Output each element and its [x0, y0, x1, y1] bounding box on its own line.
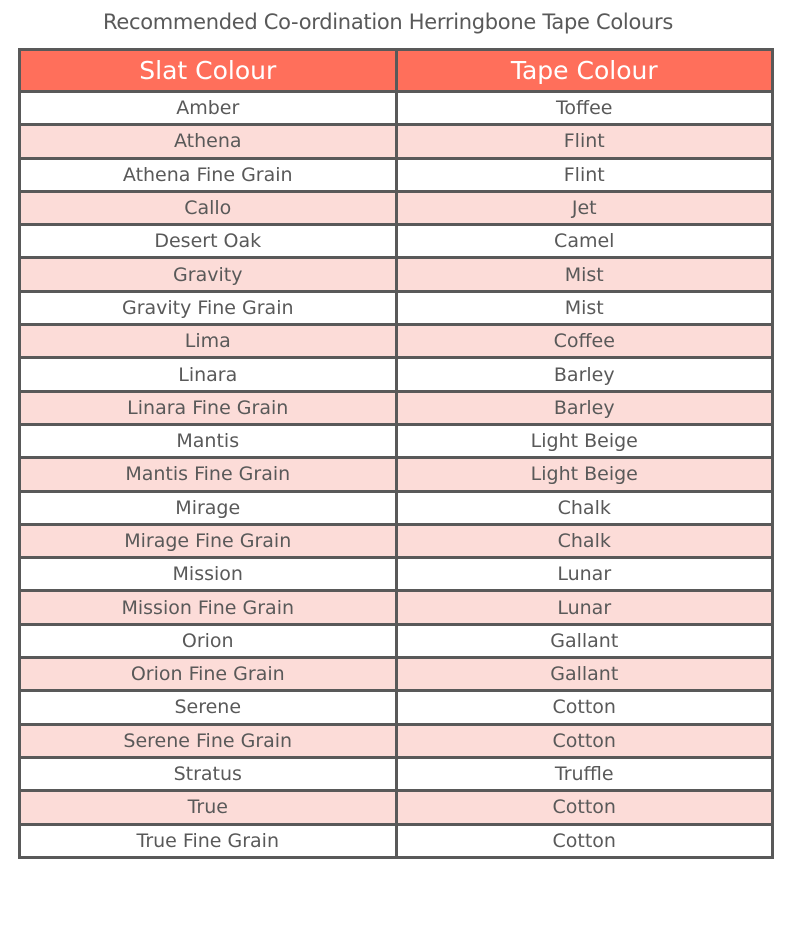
table-row: Desert Oak Camel	[18, 223, 774, 260]
slat-colour-cell: Mantis	[18, 422, 398, 460]
table-row: Orion Fine Grain Gallant	[18, 656, 774, 693]
slat-colour-cell: Linara Fine Grain	[18, 389, 398, 426]
tape-colour-cell: Cotton	[394, 789, 774, 826]
slat-colour-cell: Athena Fine Grain	[18, 156, 398, 193]
tape-colour-cell: Chalk	[394, 489, 774, 526]
slat-colour-cell: Mirage Fine Grain	[18, 522, 398, 560]
slat-colour-cell: True Fine Grain	[18, 822, 398, 859]
table-row: Mission Lunar	[18, 556, 774, 593]
table-row: Mirage Fine Grain Chalk	[18, 522, 774, 560]
tape-colour-cell: Flint	[394, 123, 774, 160]
table-row: Lima Coffee	[18, 323, 774, 360]
slat-colour-cell: Amber	[18, 89, 398, 127]
table-row: Mantis Light Beige	[18, 422, 774, 460]
table-row: Linara Barley	[18, 356, 774, 393]
table-row: True Cotton	[18, 789, 774, 826]
slat-colour-cell: Mirage	[18, 489, 398, 526]
tape-colour-cell: Lunar	[394, 556, 774, 593]
tape-colour-cell: Cotton	[394, 822, 774, 859]
table-row: Mission Fine Grain Lunar	[18, 589, 774, 626]
slat-colour-cell: Mantis Fine Grain	[18, 456, 398, 493]
tape-colour-cell: Cotton	[394, 689, 774, 726]
tape-colour-cell: Mist	[394, 256, 774, 293]
slat-colour-cell: Callo	[18, 189, 398, 227]
tape-colour-cell: Barley	[394, 389, 774, 426]
tape-colour-cell: Gallant	[394, 656, 774, 693]
slat-colour-cell: Mission Fine Grain	[18, 589, 398, 626]
slat-colour-cell: Linara	[18, 356, 398, 393]
table-row: Gravity Mist	[18, 256, 774, 293]
table-row: Mantis Fine Grain Light Beige	[18, 456, 774, 493]
tape-colour-cell: Light Beige	[394, 422, 774, 460]
tape-colour-cell: Barley	[394, 356, 774, 393]
table-row: Stratus Truffle	[18, 755, 774, 793]
table-row: Serene Fine Grain Cotton	[18, 722, 774, 759]
slat-colour-cell: Serene	[18, 689, 398, 726]
page-title: Recommended Co-ordination Herringbone Ta…	[103, 10, 673, 34]
table-row: Callo Jet	[18, 189, 774, 227]
header-tape-colour: Tape Colour	[394, 48, 774, 93]
tape-colour-cell: Light Beige	[394, 456, 774, 493]
table-row: Serene Cotton	[18, 689, 774, 726]
table-row: True Fine Grain Cotton	[18, 822, 774, 859]
table-row: Gravity Fine Grain Mist	[18, 289, 774, 327]
table-row: Amber Toffee	[18, 89, 774, 127]
slat-colour-cell: Gravity	[18, 256, 398, 293]
tape-colour-cell: Chalk	[394, 522, 774, 560]
tape-colour-cell: Camel	[394, 223, 774, 260]
tape-colour-cell: Mist	[394, 289, 774, 327]
tape-colour-cell: Lunar	[394, 589, 774, 626]
tape-colour-cell: Cotton	[394, 722, 774, 759]
tape-colour-cell: Toffee	[394, 89, 774, 127]
slat-colour-cell: True	[18, 789, 398, 826]
table-row: Mirage Chalk	[18, 489, 774, 526]
slat-colour-cell: Serene Fine Grain	[18, 722, 398, 759]
slat-colour-cell: Desert Oak	[18, 223, 398, 260]
tape-colour-cell: Gallant	[394, 622, 774, 660]
slat-colour-cell: Mission	[18, 556, 398, 593]
header-slat-colour: Slat Colour	[18, 48, 398, 93]
slat-colour-cell: Orion Fine Grain	[18, 656, 398, 693]
tape-colour-cell: Flint	[394, 156, 774, 193]
tape-colour-cell: Coffee	[394, 323, 774, 360]
slat-colour-cell: Orion	[18, 622, 398, 660]
tape-colour-cell: Jet	[394, 189, 774, 227]
slat-colour-cell: Stratus	[18, 755, 398, 793]
table-row: Linara Fine Grain Barley	[18, 389, 774, 426]
slat-colour-cell: Gravity Fine Grain	[18, 289, 398, 327]
header-row: Slat Colour Tape Colour	[18, 48, 774, 93]
table-row: Athena Flint	[18, 123, 774, 160]
slat-colour-cell: Lima	[18, 323, 398, 360]
table-row: Athena Fine Grain Flint	[18, 156, 774, 193]
slat-colour-cell: Athena	[18, 123, 398, 160]
tape-colour-cell: Truffle	[394, 755, 774, 793]
tape-colour-table: Slat Colour Tape Colour Amber Toffee Athen…	[18, 48, 774, 859]
table-row: Orion Gallant	[18, 622, 774, 660]
